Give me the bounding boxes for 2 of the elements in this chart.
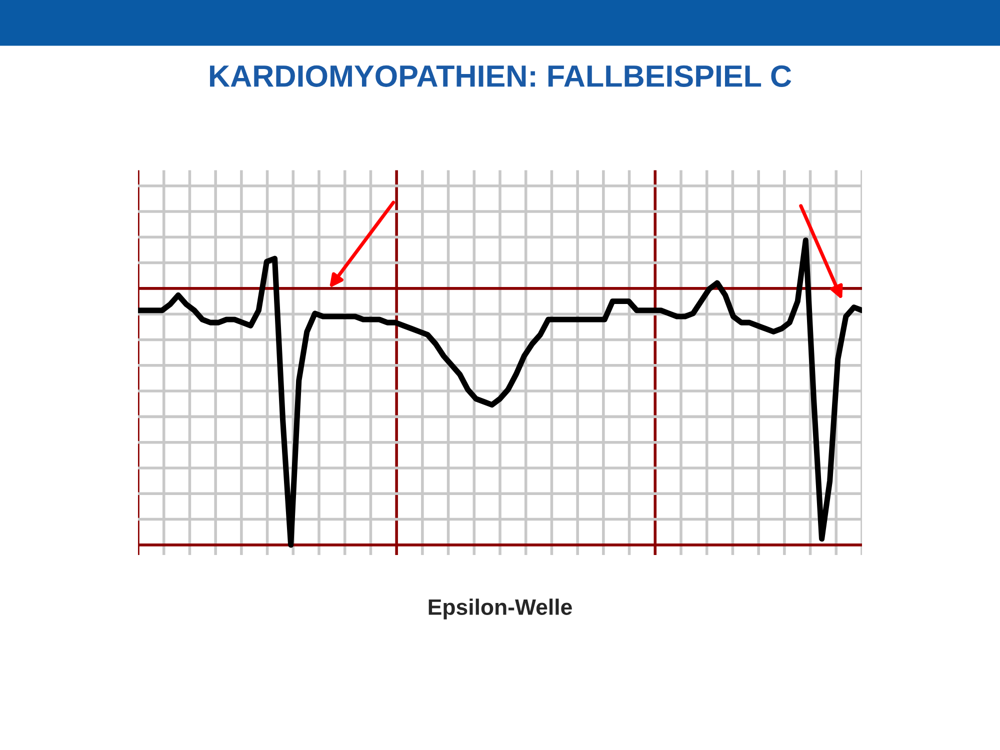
text: Epsilon-Welle xyxy=(428,598,572,620)
chart-title: KARDIOMYOPATHIEN: FALLBEISPIEL C xyxy=(210,65,792,87)
